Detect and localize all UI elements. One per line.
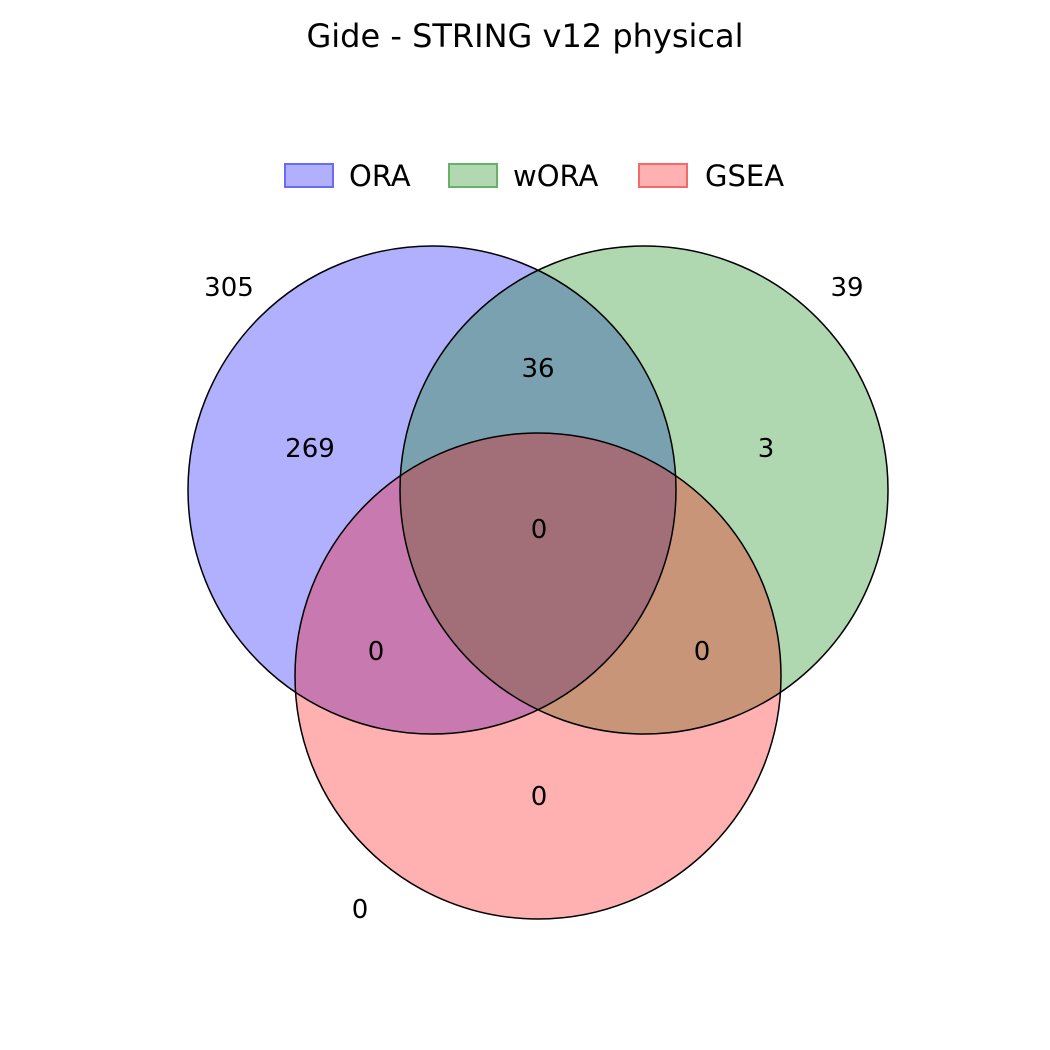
region-ora-wora: 36 [521,354,554,384]
legend-label-wora: wORA [513,159,599,193]
region-wora-only: 3 [758,434,775,464]
region-ora-only: 269 [285,434,335,464]
region-gsea-only: 0 [531,782,548,812]
legend-swatch-ora [284,163,334,188]
outline-gsea [294,432,782,920]
region-ora-gsea: 0 [368,637,385,667]
circle-wora [400,246,888,734]
venn-circles [188,246,888,919]
circle-ora [188,246,676,734]
legend-label-gsea: GSEA [705,159,784,193]
region-all-three: 0 [531,515,548,545]
circle-gsea [295,433,781,919]
set-total-gsea: 0 [352,895,369,925]
legend-label-ora: ORA [349,159,411,193]
venn-outlines [187,245,889,920]
region-wora-gsea: 0 [694,637,711,667]
legend: ORA wORA GSEA [284,159,784,193]
set-total-wora: 39 [830,273,863,303]
legend-swatch-gsea [638,163,688,188]
set-total-ora: 305 [204,273,254,303]
chart-title: Gide - STRING v12 physical [306,17,743,55]
outline-wora [399,245,889,735]
legend-swatch-wora [448,163,498,188]
outline-ora [187,245,677,735]
